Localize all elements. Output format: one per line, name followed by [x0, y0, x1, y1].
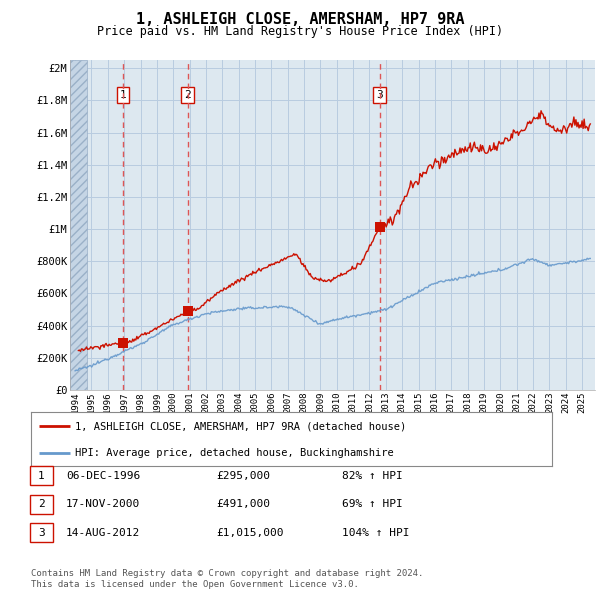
Text: 1: 1	[119, 90, 126, 100]
Text: Price paid vs. HM Land Registry's House Price Index (HPI): Price paid vs. HM Land Registry's House …	[97, 25, 503, 38]
Text: £491,000: £491,000	[216, 500, 270, 509]
Text: 17-NOV-2000: 17-NOV-2000	[66, 500, 140, 509]
Text: 1, ASHLEIGH CLOSE, AMERSHAM, HP7 9RA (detached house): 1, ASHLEIGH CLOSE, AMERSHAM, HP7 9RA (de…	[76, 421, 407, 431]
Text: Contains HM Land Registry data © Crown copyright and database right 2024.
This d: Contains HM Land Registry data © Crown c…	[31, 569, 424, 589]
Text: 1, ASHLEIGH CLOSE, AMERSHAM, HP7 9RA: 1, ASHLEIGH CLOSE, AMERSHAM, HP7 9RA	[136, 12, 464, 27]
Text: £1,015,000: £1,015,000	[216, 528, 284, 537]
Text: 82% ↑ HPI: 82% ↑ HPI	[342, 471, 403, 480]
Text: 2: 2	[184, 90, 191, 100]
Text: 2: 2	[38, 500, 45, 509]
Text: 06-DEC-1996: 06-DEC-1996	[66, 471, 140, 480]
Text: 3: 3	[38, 528, 45, 537]
Text: 69% ↑ HPI: 69% ↑ HPI	[342, 500, 403, 509]
Bar	[70, 60, 88, 390]
Text: £295,000: £295,000	[216, 471, 270, 480]
Text: 1: 1	[38, 471, 45, 480]
Text: HPI: Average price, detached house, Buckinghamshire: HPI: Average price, detached house, Buck…	[76, 448, 394, 457]
Text: 3: 3	[376, 90, 383, 100]
Text: 104% ↑ HPI: 104% ↑ HPI	[342, 528, 409, 537]
Text: 14-AUG-2012: 14-AUG-2012	[66, 528, 140, 537]
